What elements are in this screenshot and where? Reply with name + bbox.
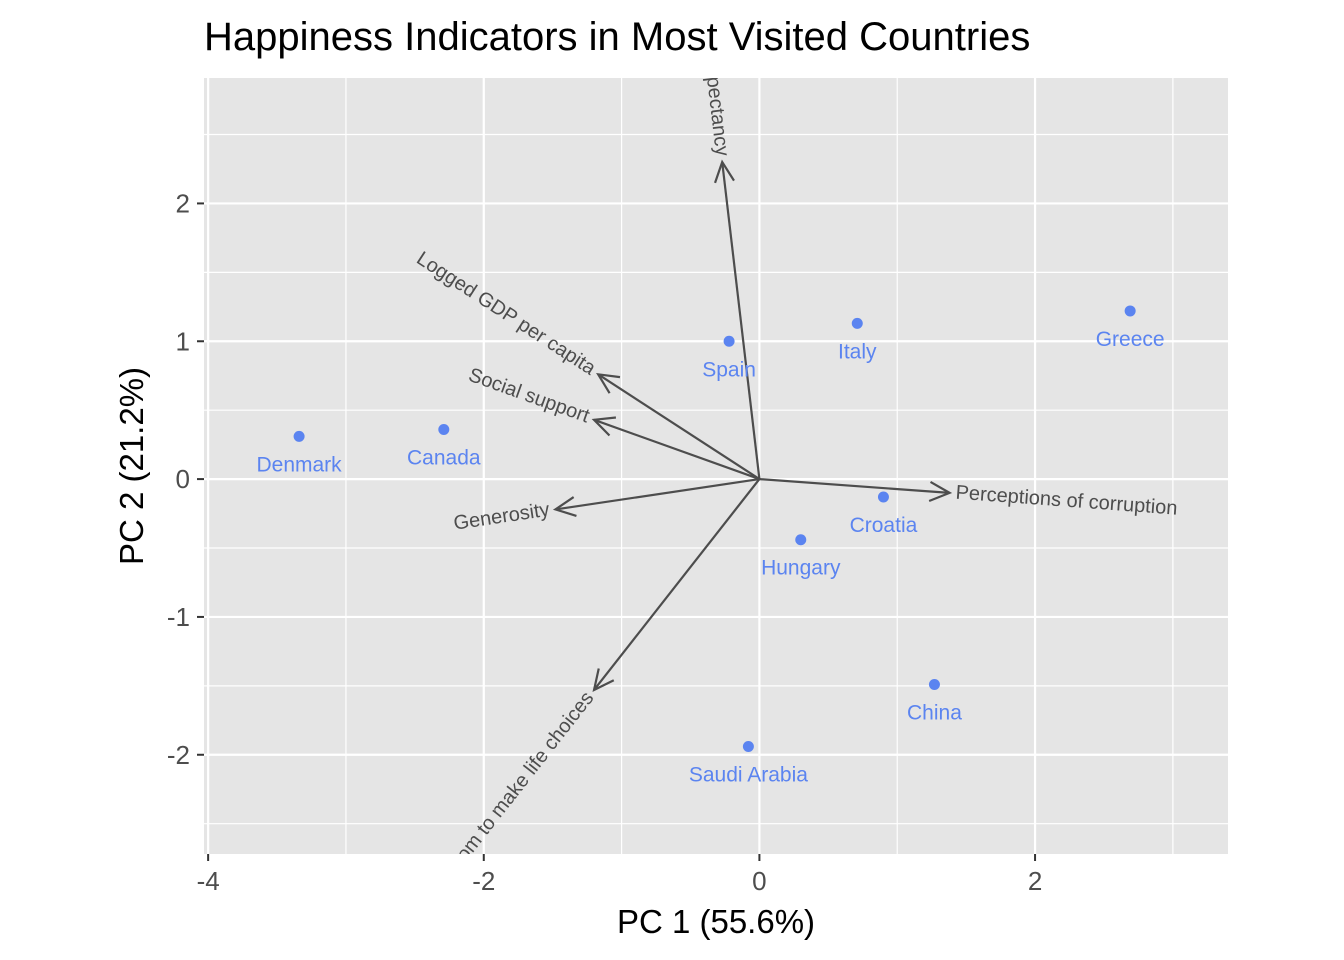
point-label: Canada — [407, 446, 481, 469]
x-tick-label: 0 — [752, 866, 766, 896]
data-point: Denmark — [256, 430, 342, 476]
y-tick-label: 2 — [176, 188, 190, 218]
point-marker — [851, 317, 863, 329]
point-marker — [928, 678, 940, 690]
point-label: Greece — [1096, 328, 1165, 351]
major-gridlines — [204, 78, 1228, 854]
point-label: Saudi Arabia — [689, 763, 808, 786]
point-marker — [723, 335, 735, 347]
data-point: Hungary — [761, 534, 841, 580]
loading-arrow-shaft — [593, 478, 761, 691]
data-point: China — [907, 678, 962, 724]
point-label: Hungary — [761, 557, 841, 580]
y-tick-label: 0 — [176, 464, 190, 494]
point-marker — [877, 491, 889, 503]
data-point: Croatia — [850, 491, 918, 537]
loading-arrow-head — [928, 480, 953, 502]
loading-arrow-shaft — [593, 418, 760, 481]
data-point: Canada — [407, 423, 481, 469]
point-label: Italy — [838, 340, 877, 363]
y-tick-label: -2 — [167, 740, 190, 770]
point-marker — [742, 740, 754, 752]
point-marker — [293, 430, 305, 442]
point-marker — [1124, 305, 1136, 317]
loading-arrow-head — [596, 372, 621, 394]
y-axis: -2 -1 0 1 2 — [167, 188, 204, 770]
loading-arrow-shaft — [759, 477, 950, 494]
point-marker — [795, 534, 807, 546]
point-marker — [438, 423, 450, 435]
data-points: Denmark Canada Spain Italy Greece Croatia Hung… — [256, 305, 1165, 786]
loading-arrow-shaft — [721, 161, 761, 480]
x-tick-label: -2 — [472, 866, 495, 896]
chart-title: Happiness Indicators in Most Visited Cou… — [204, 15, 1030, 59]
point-label: Denmark — [256, 453, 342, 476]
point-label: China — [907, 701, 962, 724]
x-tick-label: 2 — [1028, 866, 1042, 896]
loading-arrow-head — [713, 159, 735, 184]
y-tick-label: -1 — [167, 602, 190, 632]
y-tick-label: 1 — [176, 326, 190, 356]
data-point: Spain — [702, 335, 756, 381]
loading-arrow-shaft — [555, 478, 760, 511]
point-label: Croatia — [850, 514, 918, 537]
loading-arrow-head — [552, 496, 577, 517]
loading-arrow-head — [592, 668, 615, 692]
minor-gridlines — [204, 78, 1228, 854]
data-point: Saudi Arabia — [689, 740, 808, 786]
data-point: Greece — [1096, 305, 1165, 351]
data-point: Italy — [838, 317, 877, 363]
y-axis-title: PC 2 (21.2%) — [113, 367, 150, 565]
x-tick-label: -4 — [197, 866, 220, 896]
loading-arrow-head — [591, 416, 617, 437]
point-label: Spain — [702, 358, 756, 381]
x-axis: -4 -2 0 2 — [197, 854, 1042, 896]
x-axis-title: PC 1 (55.6%) — [617, 903, 815, 940]
loading-arrow-shaft — [597, 373, 761, 481]
plot-panel — [204, 78, 1228, 854]
